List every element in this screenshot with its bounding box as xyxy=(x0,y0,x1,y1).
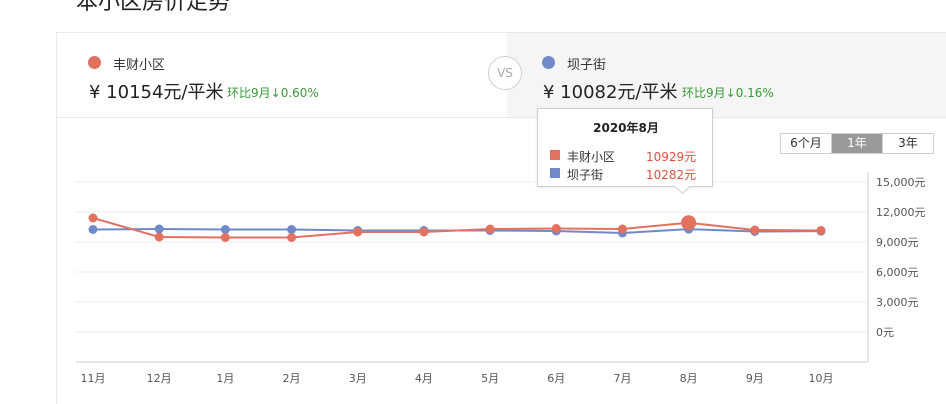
y-tick-label: 3,000元 xyxy=(876,296,919,309)
page-title: 本小区房价走势 xyxy=(76,0,231,15)
range-tab-1-year[interactable]: 1年 xyxy=(832,134,883,153)
data-point-fengcai xyxy=(154,232,164,242)
tooltip-name-left: 丰财小区 xyxy=(567,150,616,164)
x-tick-label: 4月 xyxy=(415,372,433,385)
data-point-fengcai xyxy=(617,224,627,234)
tooltip-name-right: 坝子街 xyxy=(567,168,604,182)
series-line-fengcai xyxy=(92,217,822,239)
data-point-bazijie xyxy=(287,225,297,234)
compare-left-name: 丰财小区 xyxy=(113,58,166,73)
range-tab-6-months[interactable]: 6个月 xyxy=(781,134,832,153)
x-tick-label: 10月 xyxy=(809,372,834,385)
x-tick-label: 11月 xyxy=(81,372,106,385)
tooltip-swatch-right xyxy=(550,168,560,178)
tooltip-value-left: 10929元 xyxy=(646,150,697,164)
compare-right-price: ¥ 10082元/平米 xyxy=(543,82,678,103)
compare-right-name: 坝子街 xyxy=(567,58,607,73)
x-tick-label: 2月 xyxy=(283,372,301,385)
x-tick-label: 12月 xyxy=(147,372,172,385)
x-tick-label: 7月 xyxy=(613,372,631,385)
data-point-fengcai xyxy=(220,233,230,242)
data-point-fengcai xyxy=(287,233,297,242)
x-tick-label: 1月 xyxy=(216,372,234,385)
data-point-fengcai xyxy=(551,224,561,233)
y-tick-label: 9,000元 xyxy=(876,236,919,249)
data-point-fengcai xyxy=(816,225,826,235)
data-point-bazijie xyxy=(88,225,98,234)
compare-left-price: ¥ 10154元/平米 xyxy=(89,82,224,103)
data-point-fengcai xyxy=(353,227,363,237)
range-tab-3-years[interactable]: 3年 xyxy=(883,134,933,153)
vs-badge: VS xyxy=(488,56,522,90)
compare-left-change: 环比9月↓0.60% xyxy=(227,86,319,100)
y-tick-label: 12,000元 xyxy=(876,206,926,219)
compare-right-card: 坝子街 ¥ 10082元/平米 环比9月↓0.16% xyxy=(507,33,946,117)
compare-right-change: 环比9月↓0.16% xyxy=(682,86,774,100)
x-tick-label: 6月 xyxy=(547,372,565,385)
data-point-bazijie xyxy=(154,224,164,234)
chart-tooltip: 2020年8月 丰财小区 10929元 坝子街 10282元 xyxy=(537,108,713,187)
data-point-fengcai xyxy=(419,227,429,237)
range-tabs: 6个月 1年 3年 xyxy=(780,133,934,154)
data-point-fengcai xyxy=(750,225,760,235)
x-tick-label: 8月 xyxy=(680,372,698,385)
tooltip-swatch-left xyxy=(550,150,560,160)
compare-divider xyxy=(57,117,946,118)
compare-left-dot xyxy=(88,56,101,69)
data-point-bazijie xyxy=(220,225,230,234)
y-tick-label: 0元 xyxy=(876,326,894,339)
y-tick-label: 6,000元 xyxy=(876,266,919,279)
data-point-fengcai xyxy=(485,224,495,234)
price-trend-panel xyxy=(56,32,946,404)
compare-left-card: 丰财小区 ¥ 10154元/平米 环比9月↓0.60% xyxy=(57,33,507,117)
tooltip-title: 2020年8月 xyxy=(593,121,659,135)
data-point-fengcai xyxy=(88,213,98,223)
x-tick-label: 3月 xyxy=(349,372,367,385)
x-tick-label: 5月 xyxy=(481,372,499,385)
x-tick-label: 9月 xyxy=(746,372,764,385)
compare-right-dot xyxy=(542,56,555,69)
y-tick-label: 15,000元 xyxy=(876,176,926,189)
data-point-fengcai xyxy=(681,215,697,231)
tooltip-value-right: 10282元 xyxy=(646,168,697,182)
